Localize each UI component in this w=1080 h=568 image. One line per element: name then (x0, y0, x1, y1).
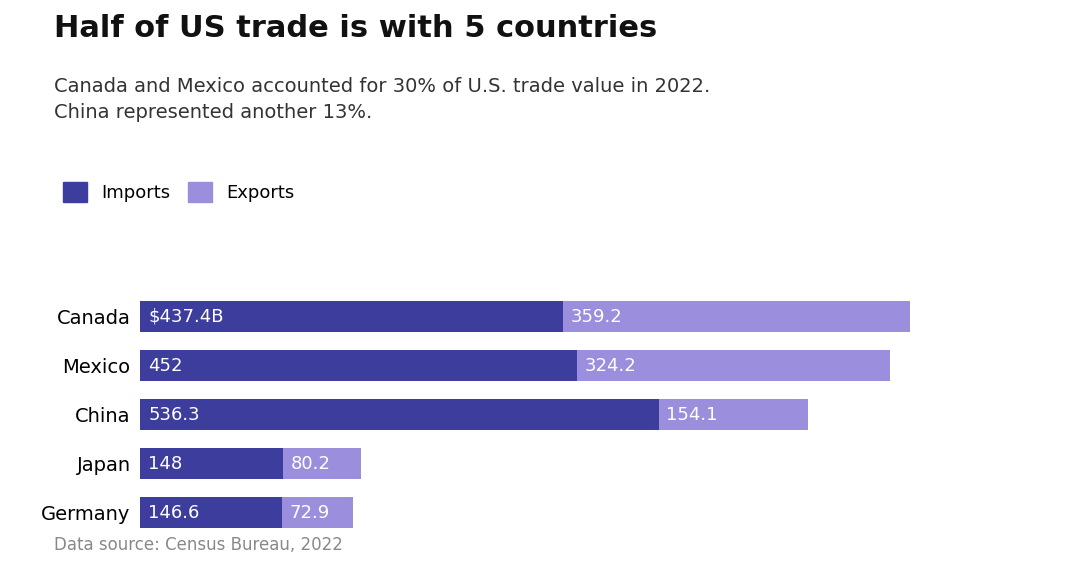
Bar (140, 302, 563, 332)
Text: 146.6: 146.6 (148, 504, 200, 521)
Bar (140, 399, 659, 430)
Text: 148: 148 (148, 454, 183, 473)
Bar (659, 399, 808, 430)
Bar (140, 449, 283, 479)
Text: 154.1: 154.1 (666, 406, 718, 424)
Text: 72.9: 72.9 (289, 504, 330, 521)
Text: 80.2: 80.2 (292, 454, 332, 473)
Bar (282, 498, 352, 528)
Text: Canada and Mexico accounted for 30% of U.S. trade value in 2022.
China represent: Canada and Mexico accounted for 30% of U… (54, 77, 711, 122)
Text: Half of US trade is with 5 countries: Half of US trade is with 5 countries (54, 14, 658, 43)
Bar (577, 350, 890, 381)
Text: 359.2: 359.2 (571, 308, 622, 325)
Text: Data source: Census Bureau, 2022: Data source: Census Bureau, 2022 (54, 536, 342, 554)
Bar (283, 449, 361, 479)
Text: $437.4B: $437.4B (148, 308, 224, 325)
Bar (140, 350, 577, 381)
Bar (563, 302, 910, 332)
Text: 536.3: 536.3 (148, 406, 200, 424)
Legend: Imports, Exports: Imports, Exports (63, 182, 294, 202)
Bar (140, 498, 282, 528)
Text: 324.2: 324.2 (585, 357, 636, 375)
Text: 452: 452 (148, 357, 183, 375)
